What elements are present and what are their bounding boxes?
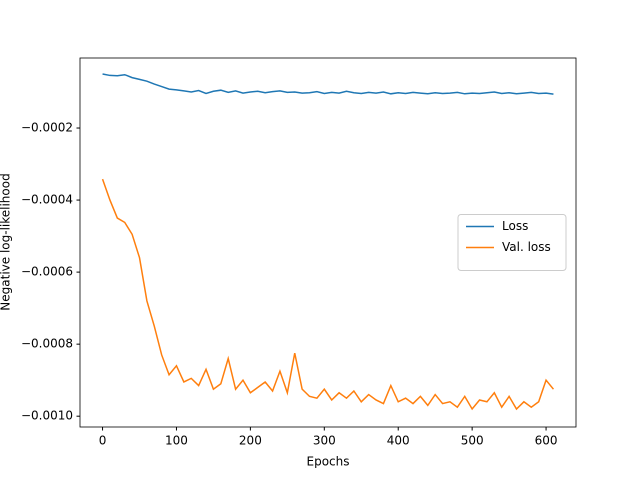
y-tick-label: −0.0008 [21, 337, 73, 351]
x-tick-label: 100 [165, 434, 188, 448]
x-tick-label: 600 [535, 434, 558, 448]
legend-label: Loss [502, 219, 528, 233]
y-axis-label: Negative log-likelihood [0, 173, 13, 310]
y-tick-label: −0.0002 [21, 121, 73, 135]
x-tick-label: 500 [461, 434, 484, 448]
x-axis-label: Epochs [307, 455, 350, 469]
legend-box [457, 214, 567, 271]
plot-frame [79, 57, 577, 428]
y-tick-label: −0.0006 [21, 265, 73, 279]
x-tick-label: 0 [99, 434, 107, 448]
x-tick-label: 400 [387, 434, 410, 448]
y-tick-label: −0.0004 [21, 193, 73, 207]
line-series [101, 178, 555, 411]
line-series [102, 73, 554, 95]
legend: Loss Val. loss [457, 214, 567, 271]
x-tick-label: 200 [239, 434, 262, 448]
legend-label: Val. loss [502, 240, 551, 254]
x-tick-label: 300 [313, 434, 336, 448]
y-tick-label: −0.0010 [21, 409, 73, 423]
